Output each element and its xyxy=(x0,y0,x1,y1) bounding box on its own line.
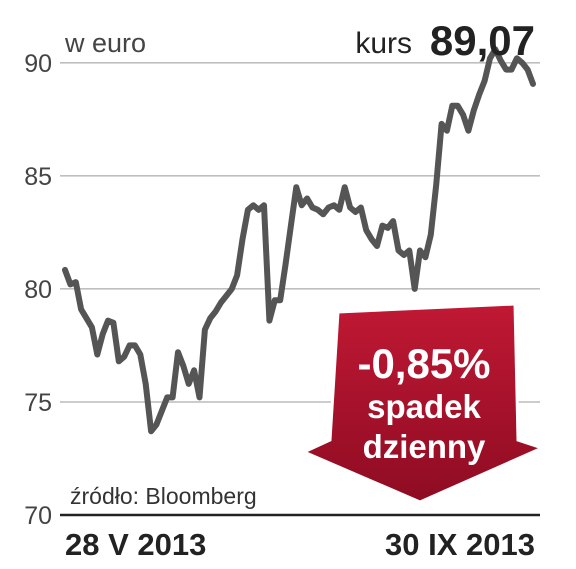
change-value: -0,85% xyxy=(357,340,490,387)
price-value: 89,07 xyxy=(430,17,535,64)
x-tick-label: 30 IX 2013 xyxy=(385,527,535,562)
change-badge xyxy=(300,302,547,504)
grid: 70 75 80 85 90 xyxy=(24,50,540,530)
change-text: dzienny xyxy=(363,428,486,465)
source: źródło: Bloomberg xyxy=(70,483,257,509)
price-line xyxy=(62,46,536,435)
y-tick-label: 70 xyxy=(24,502,52,530)
y-tick-label: 80 xyxy=(24,276,52,304)
y-tick-label: 90 xyxy=(24,50,52,78)
change-text: spadek xyxy=(367,388,481,425)
price-label: kurs xyxy=(355,27,412,60)
y-tick-label: 75 xyxy=(24,389,52,417)
y-tick-label: 85 xyxy=(24,163,52,191)
y-axis-label: w euro xyxy=(64,28,146,58)
x-tick-label: 28 V 2013 xyxy=(65,527,206,562)
plot xyxy=(62,46,536,435)
